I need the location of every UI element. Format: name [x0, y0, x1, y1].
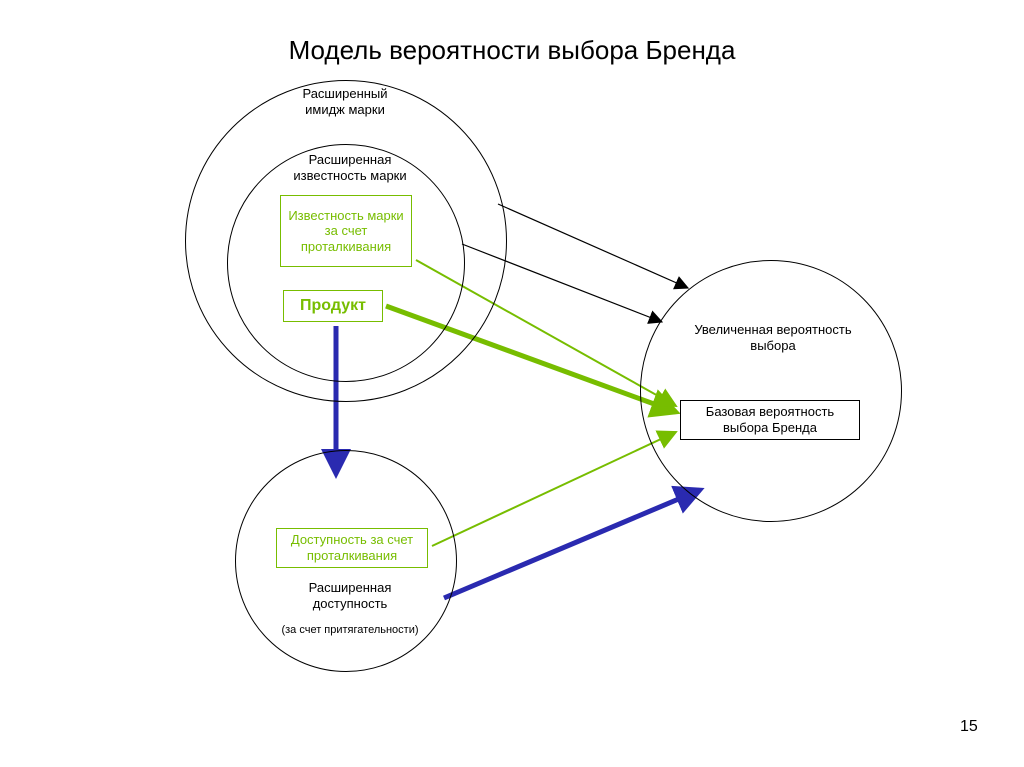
box-base-probability-text: Базовая вероятность выбора Бренда [685, 404, 855, 435]
label-extended-availability: Расширенная доступность [290, 580, 410, 611]
box-push-awareness-text: Известность марки за счет проталкивания [285, 208, 407, 255]
label-extended-image: Расширенный имидж марки [290, 86, 400, 117]
box-product-text: Продукт [300, 296, 366, 315]
circle-probability [640, 260, 902, 522]
arrow-outer-to-prob [498, 204, 688, 288]
box-base-probability: Базовая вероятность выбора Бренда [680, 400, 860, 440]
label-extended-awareness: Расширенная известность марки [280, 152, 420, 183]
box-push-availability: Доступность за счет проталкивания [276, 528, 428, 568]
diagram-title: Модель вероятности выбора Бренда [0, 35, 1024, 66]
arrow-push-avail-to-base [432, 432, 676, 546]
box-push-awareness: Известность марки за счет проталкивания [280, 195, 412, 267]
box-product: Продукт [283, 290, 383, 322]
arrow-avail-to-prob [444, 490, 700, 598]
box-push-availability-text: Доступность за счет проталкивания [281, 532, 423, 563]
page-number: 15 [960, 718, 978, 736]
label-increased-probability: Увеличенная вероятность выбора [678, 322, 868, 353]
label-attractiveness: (за счет притягательности) [260, 624, 440, 637]
